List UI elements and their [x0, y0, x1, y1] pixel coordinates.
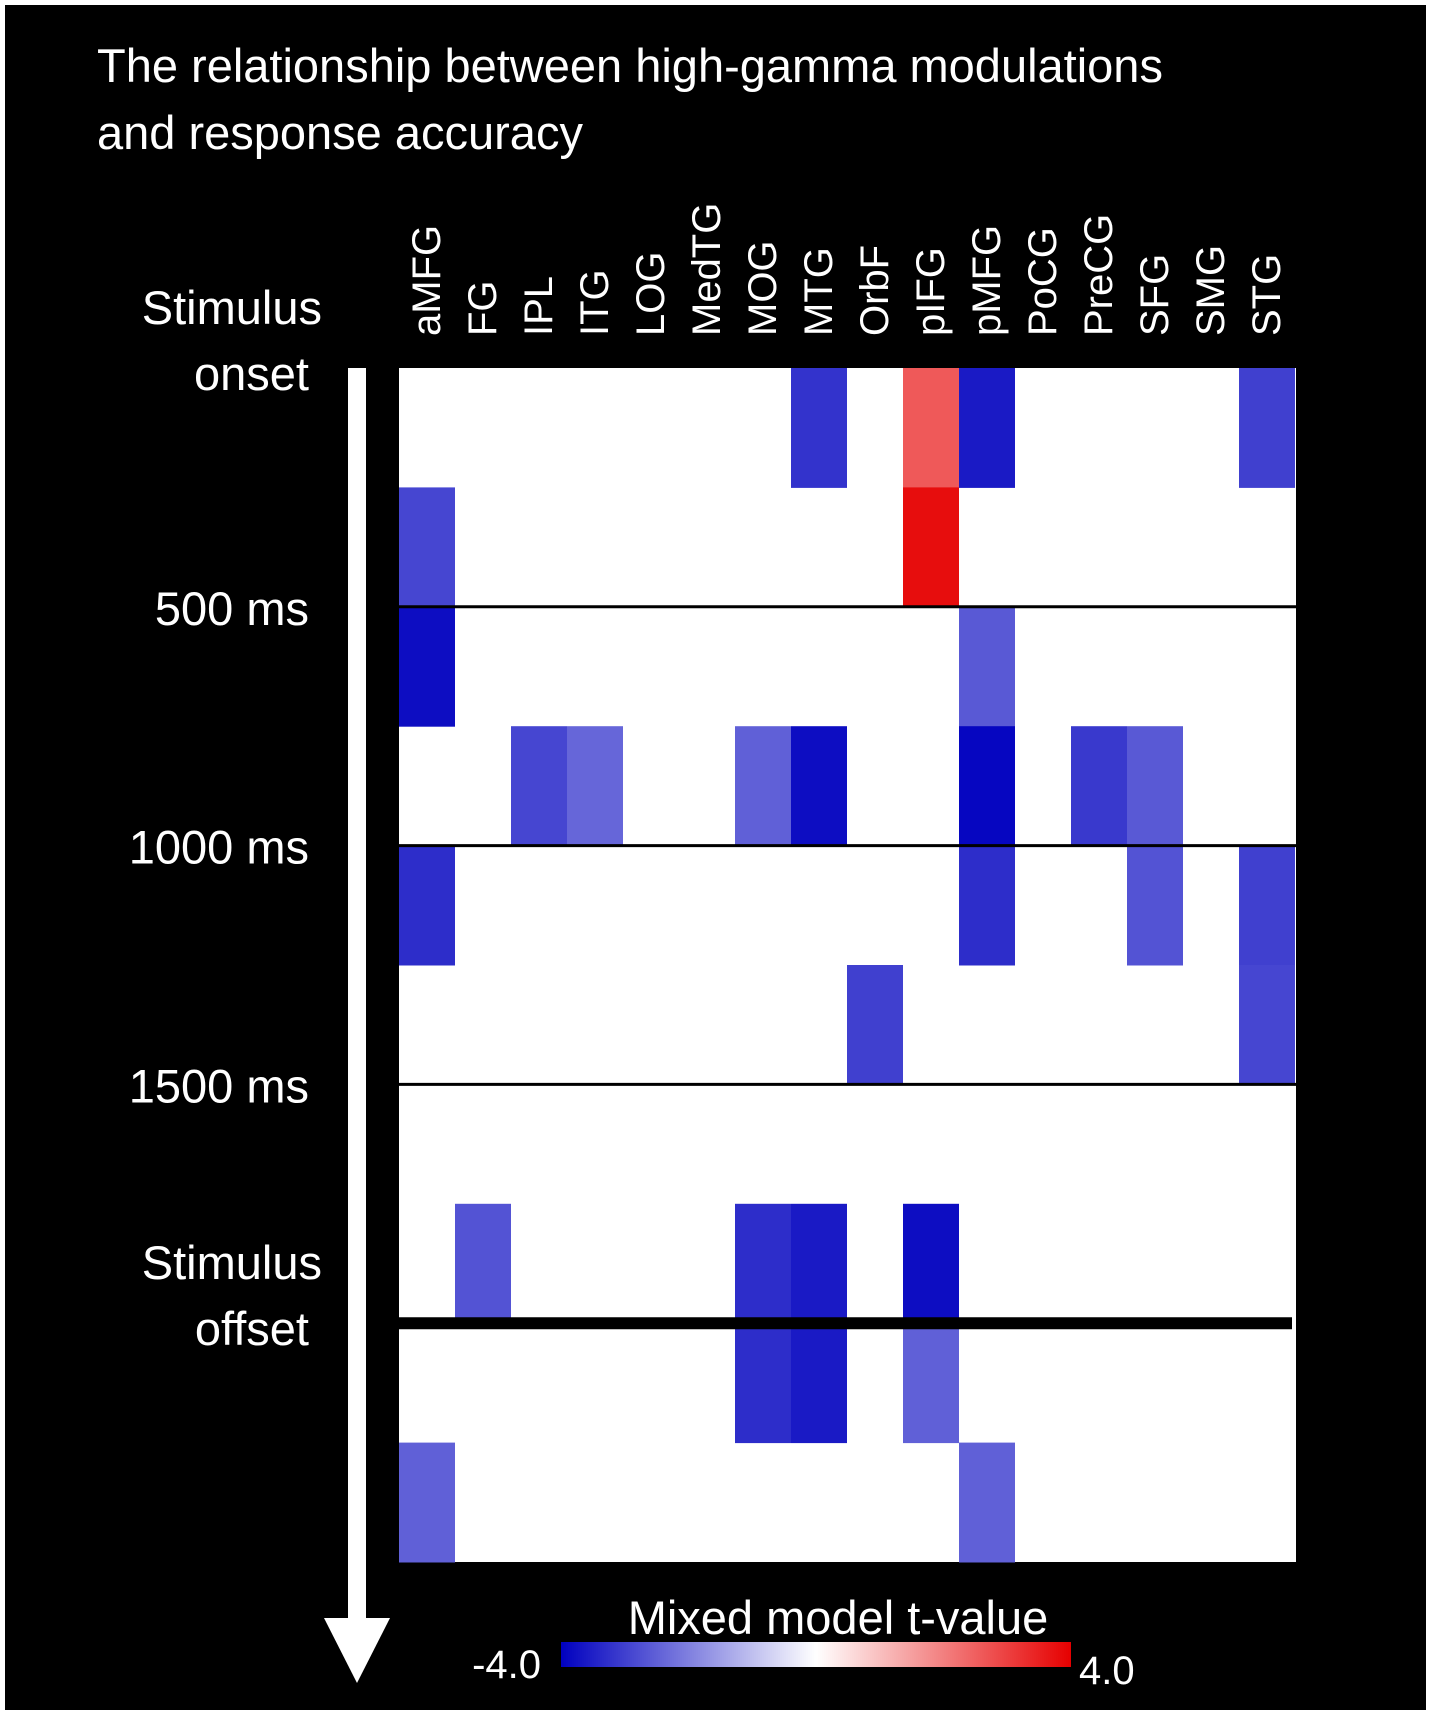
column-labels: aMFG FG IPL ITG LOG MedTG MOG MTG OrbF pIFG pMFG Po… [405, 203, 1289, 336]
heatmap-cell-orbf-row5 [847, 965, 903, 1085]
column-label-pifg: pIFG [909, 247, 953, 336]
chart-title-line-2: and response accuracy [97, 106, 583, 159]
heatmap-cell-sfg-row3 [1127, 726, 1183, 847]
heatmap-cell-mtg-row0 [791, 368, 847, 488]
column-label-orbf: OrbF [853, 245, 897, 336]
column-label-amfg: aMFG [405, 225, 449, 336]
column-label-mog: MOG [741, 240, 785, 336]
column-label-pocg: PoCG [1021, 227, 1065, 336]
heatmap-cell-pifg-row0 [903, 368, 959, 488]
time-label-1000-ms: 1000 ms [129, 821, 309, 874]
time-arrow-head-icon [324, 1618, 390, 1683]
heatmap-cell-precg-row3 [1071, 726, 1127, 847]
heatmap-cell-pifg-row1 [903, 487, 959, 608]
heatmap-cell-pifg-row7 [903, 1203, 959, 1324]
heatmap-cell-pifg-row8 [903, 1323, 959, 1444]
time-label-onset: onset [194, 347, 309, 400]
heatmap-cell-amfg-row2 [399, 606, 455, 727]
heatmap-cell-amfg-row4 [399, 845, 455, 966]
heatmap-cell-ipl-row3 [511, 726, 567, 847]
column-label-itg: ITG [573, 269, 617, 336]
time-boundary-lines [399, 605, 1296, 1330]
column-label-sfg: SFG [1133, 254, 1177, 336]
time-label-1500-ms: 1500 ms [129, 1059, 309, 1112]
time-label-500-ms: 500 ms [155, 582, 309, 635]
colorbar-max-label: 4.0 [1079, 1649, 1135, 1693]
heatmap-cell-pmfg-row9 [959, 1442, 1015, 1563]
column-label-log: LOG [629, 252, 673, 336]
column-label-pmfg: pMFG [965, 225, 1009, 336]
heatmap-cell-amfg-row1 [399, 487, 455, 608]
colorbar-label: Mixed model t-value [628, 1591, 1049, 1644]
heatmap-cell-mog-row7 [735, 1203, 791, 1324]
time-arrow [324, 368, 390, 1683]
column-label-stg: STG [1245, 254, 1289, 336]
column-label-ipl: IPL [517, 276, 561, 336]
heatmap-cell-stg-row0 [1239, 368, 1295, 488]
heatmap-cell-amfg-row9 [399, 1442, 455, 1563]
column-label-precg: PreCG [1077, 214, 1121, 336]
heatmap-cell-mtg-row3 [791, 726, 847, 847]
heatmap-cell-stg-row4 [1239, 845, 1295, 966]
heatmap-cell-pmfg-row2 [959, 606, 1015, 727]
column-label-medtg: MedTG [685, 203, 729, 336]
heatmap-cell-mtg-row8 [791, 1323, 847, 1444]
heatmap-cell-mtg-row7 [791, 1203, 847, 1324]
heatmap-cell-mog-row3 [735, 726, 791, 847]
column-label-smg: SMG [1189, 245, 1233, 336]
heatmap-cell-mog-row8 [735, 1323, 791, 1444]
heatmap-cell-pmfg-row4 [959, 845, 1015, 966]
heatmap-cells [399, 368, 1295, 1563]
column-label-mtg: MTG [797, 247, 841, 336]
chart-title-line-1: The relationship between high-gamma modu… [97, 39, 1163, 92]
colorbar: Mixed model t-value -4.0 4.0 [472, 1591, 1135, 1693]
time-label-stimulus: Stimulus [142, 281, 322, 334]
colorbar-gradient [561, 1642, 1071, 1667]
heatmap-cell-pmfg-row0 [959, 368, 1015, 488]
heatmap-cell-pmfg-row3 [959, 726, 1015, 847]
heatmap-cell-sfg-row4 [1127, 845, 1183, 966]
heatmap-cell-stg-row5 [1239, 965, 1295, 1085]
time-label-offset: offset [195, 1302, 309, 1355]
heatmap-cell-itg-row3 [567, 726, 623, 847]
column-label-fg: FG [461, 280, 505, 336]
colorbar-min-label: -4.0 [472, 1643, 541, 1687]
time-labels: Stimulus onset 500 ms 1000 ms 1500 ms Stimulu… [129, 281, 322, 1355]
heatmap-cell-fg-row7 [455, 1203, 511, 1324]
time-arrow-shaft [348, 368, 366, 1618]
time-label-stimulus: Stimulus [142, 1236, 322, 1289]
